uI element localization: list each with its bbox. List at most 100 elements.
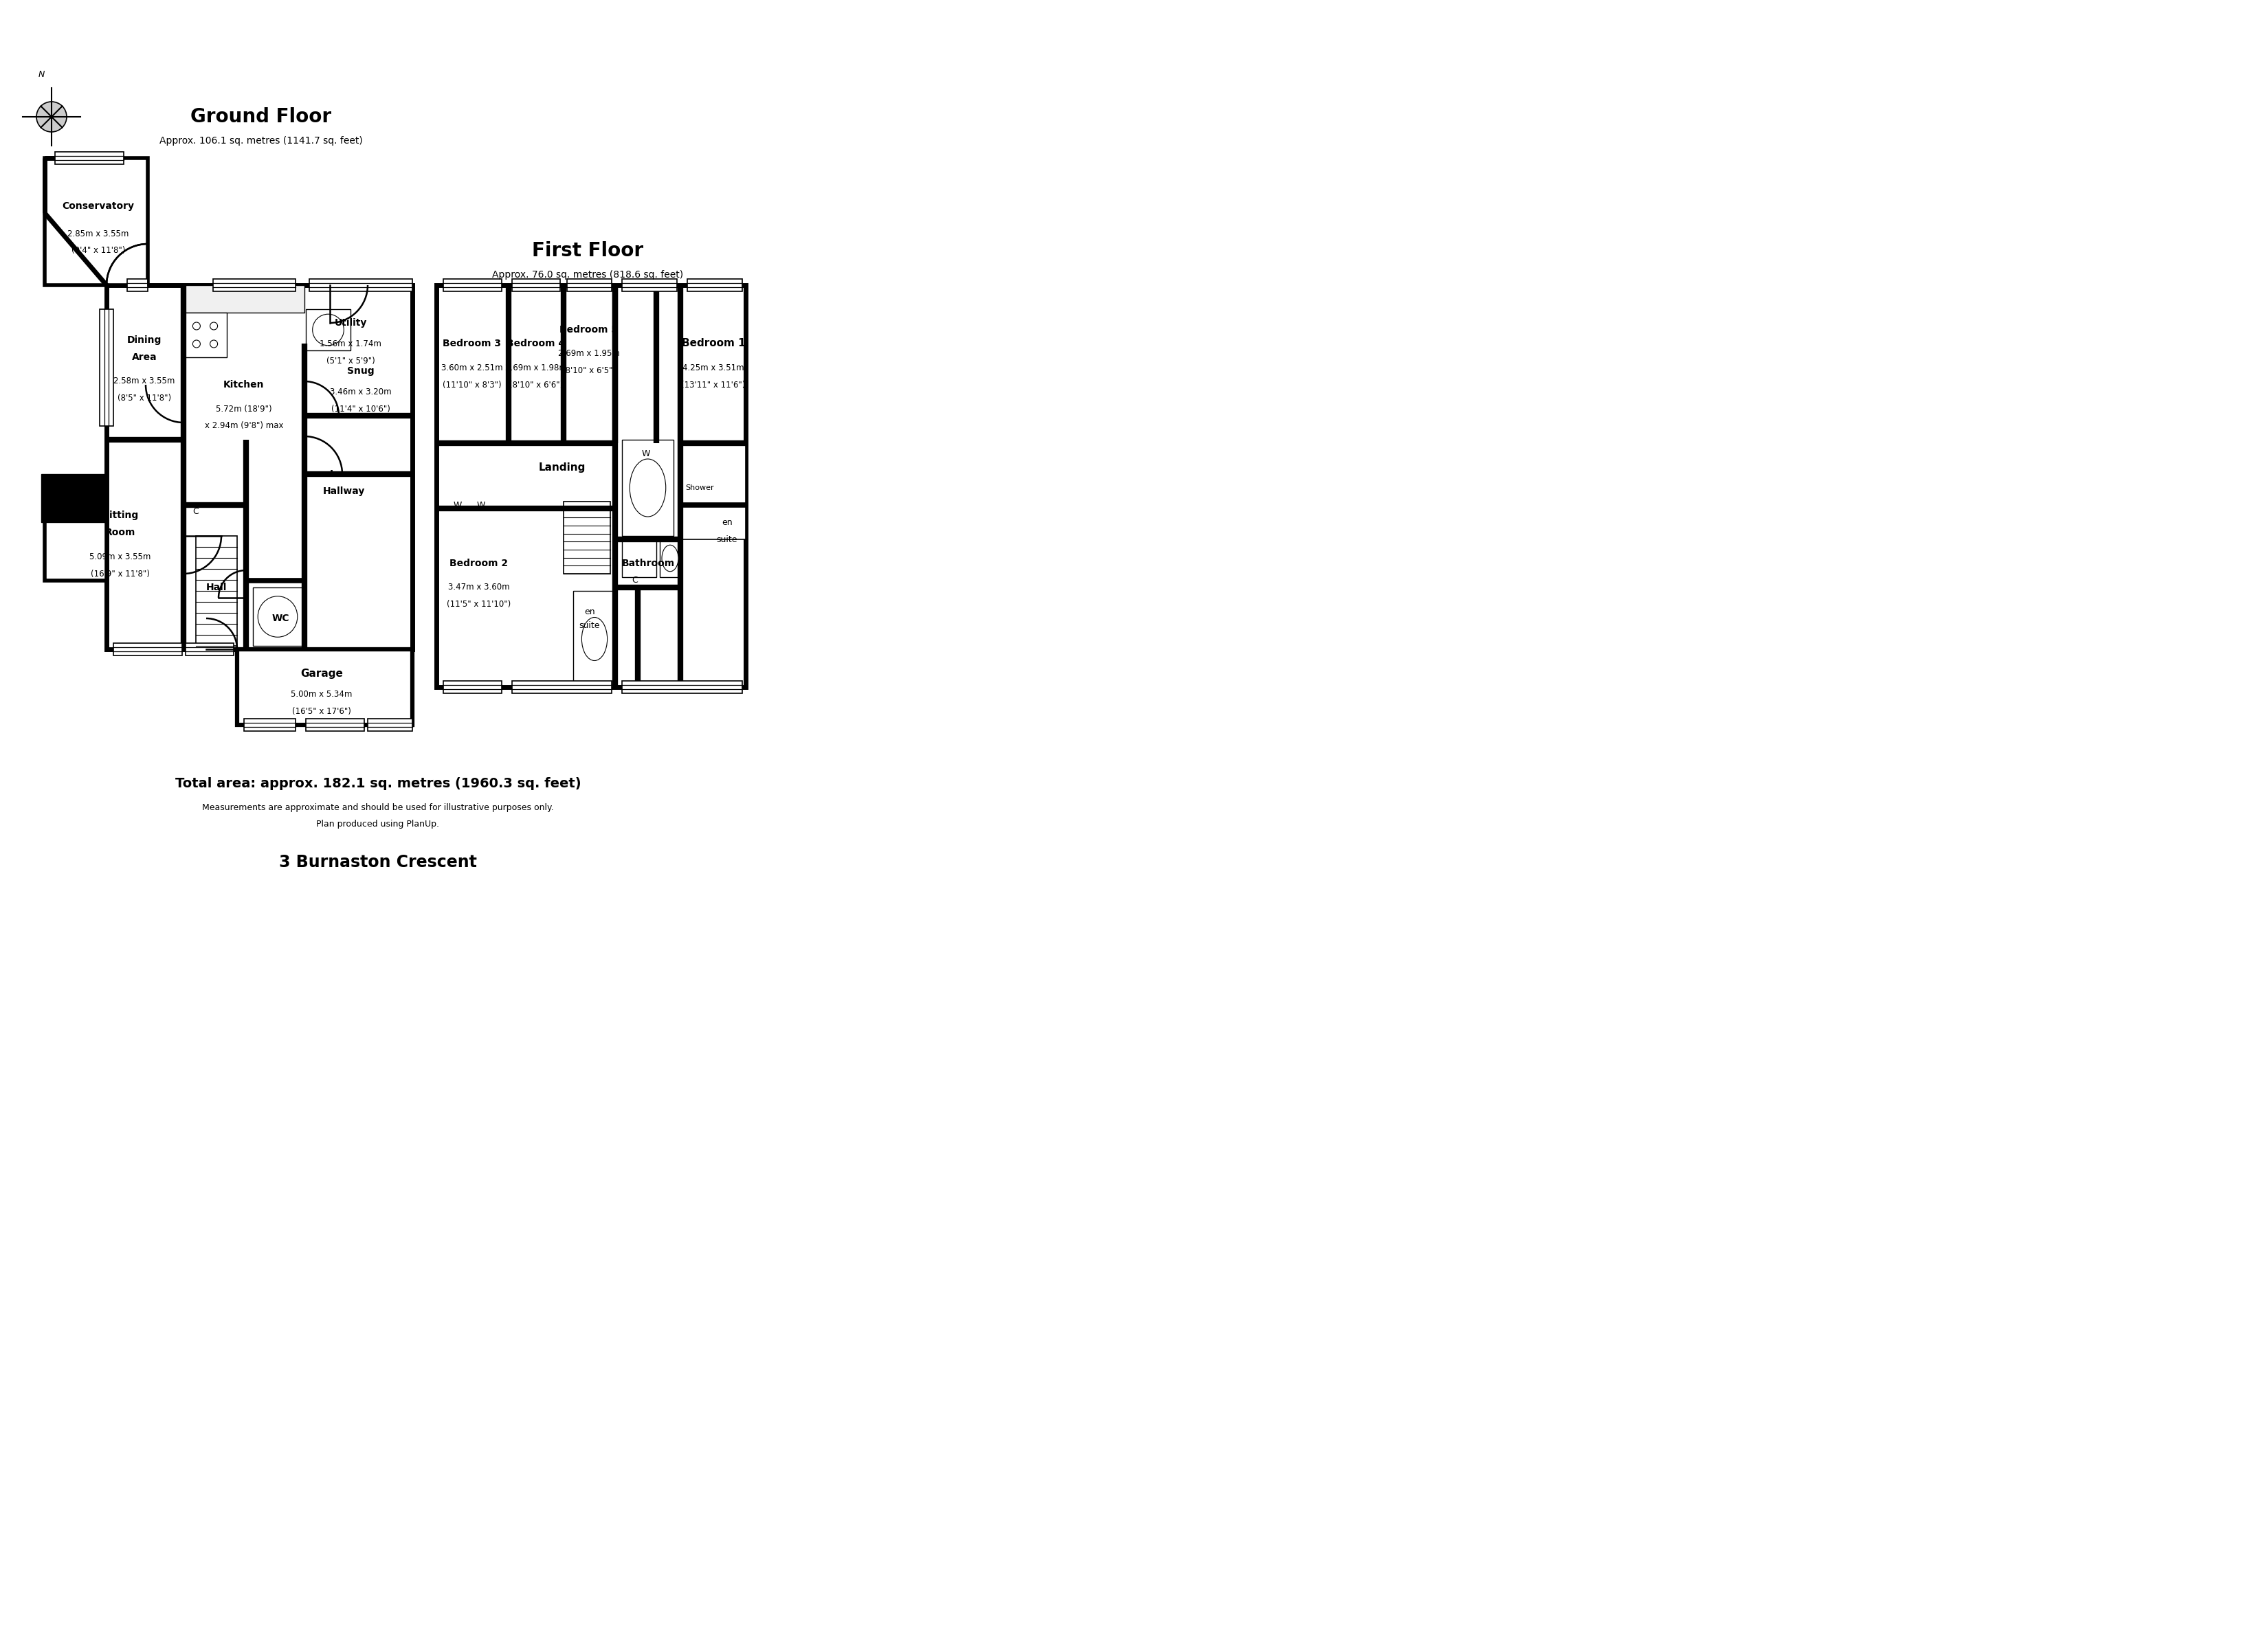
Text: (11'4" x 10'6"): (11'4" x 10'6") — [331, 404, 390, 414]
Bar — [306, 310, 352, 351]
Text: 5.72m (18'9"): 5.72m (18'9") — [215, 404, 272, 414]
Text: Garage: Garage — [299, 668, 342, 678]
Text: Dining: Dining — [127, 335, 161, 345]
Text: Ground Floor: Ground Floor — [191, 107, 331, 127]
Bar — [621, 279, 676, 292]
Bar — [45, 495, 107, 580]
Bar — [621, 681, 742, 693]
Text: 3.47m x 3.60m: 3.47m x 3.60m — [449, 584, 510, 592]
Text: Bathroom: Bathroom — [621, 559, 674, 569]
Text: Shower: Shower — [685, 485, 714, 491]
Bar — [186, 643, 234, 655]
Bar — [184, 313, 227, 358]
Text: W: W — [476, 501, 485, 510]
Text: 3.46m x 3.20m: 3.46m x 3.20m — [331, 388, 392, 396]
Bar — [621, 440, 674, 536]
Bar — [435, 285, 746, 688]
Text: Hallway: Hallway — [322, 486, 365, 496]
Text: Kitchen: Kitchen — [225, 379, 265, 389]
Text: Bedroom 5: Bedroom 5 — [560, 325, 619, 335]
Text: Sitting: Sitting — [102, 511, 138, 519]
Text: Bedroom 3: Bedroom 3 — [442, 338, 501, 348]
Text: W: W — [642, 449, 651, 458]
Bar — [660, 539, 680, 577]
Text: First Floor: First Floor — [533, 241, 644, 261]
Bar — [195, 536, 238, 646]
Text: Measurements are approximate and should be used for illustrative purposes only.: Measurements are approximate and should … — [202, 803, 553, 811]
Text: 2.58m x 3.55m: 2.58m x 3.55m — [113, 378, 175, 386]
Text: Bedroom 1: Bedroom 1 — [683, 338, 746, 348]
Text: (8'10" x 6'5"): (8'10" x 6'5") — [562, 366, 617, 376]
Text: Approx. 76.0 sq. metres (818.6 sq. feet): Approx. 76.0 sq. metres (818.6 sq. feet) — [492, 270, 683, 280]
Text: Conservatory: Conservatory — [61, 201, 134, 211]
Text: Bedroom 4: Bedroom 4 — [506, 338, 565, 348]
Text: (11'5" x 11'10"): (11'5" x 11'10") — [447, 600, 510, 608]
Bar — [442, 681, 501, 693]
Text: 2.69m x 1.98m: 2.69m x 1.98m — [506, 363, 567, 373]
Text: Landing: Landing — [540, 462, 585, 472]
Text: C: C — [633, 576, 637, 585]
Text: Total area: approx. 182.1 sq. metres (1960.3 sq. feet): Total area: approx. 182.1 sq. metres (19… — [175, 777, 581, 790]
Bar — [680, 444, 746, 539]
Ellipse shape — [259, 597, 297, 637]
Text: (8'5" x 11'8"): (8'5" x 11'8") — [118, 394, 170, 402]
Bar — [245, 719, 295, 731]
Text: (11'10" x 8'3"): (11'10" x 8'3") — [442, 381, 501, 389]
Text: (5'1" x 5'9"): (5'1" x 5'9") — [327, 356, 374, 364]
Circle shape — [36, 102, 66, 132]
Text: (16'9" x 11'8"): (16'9" x 11'8") — [91, 569, 150, 579]
Bar — [574, 590, 617, 688]
Text: (9'4" x 11'8"): (9'4" x 11'8") — [70, 246, 125, 256]
Text: 4.25m x 3.51m: 4.25m x 3.51m — [683, 363, 744, 373]
Bar — [41, 473, 107, 523]
Bar — [513, 681, 612, 693]
Text: (8'10" x 6'6"): (8'10" x 6'6") — [510, 381, 562, 389]
Bar — [306, 719, 365, 731]
Bar — [54, 152, 125, 165]
Text: WC: WC — [272, 613, 290, 623]
Text: W: W — [454, 501, 463, 510]
Text: 3.60m x 2.51m: 3.60m x 2.51m — [442, 363, 503, 373]
Text: Area: Area — [132, 353, 156, 363]
Text: 1.56m x 1.74m: 1.56m x 1.74m — [320, 340, 381, 348]
Bar — [254, 587, 302, 646]
Text: Inner: Inner — [329, 470, 358, 478]
Text: (13'11" x 11'6"): (13'11" x 11'6") — [680, 381, 746, 389]
Text: C: C — [193, 508, 200, 516]
Text: (16'5" x 17'6"): (16'5" x 17'6") — [293, 707, 352, 716]
Text: Hall: Hall — [206, 582, 227, 592]
Ellipse shape — [662, 546, 678, 572]
Text: suite: suite — [578, 620, 601, 630]
Text: 2.69m x 1.95m: 2.69m x 1.95m — [558, 350, 619, 358]
Bar — [442, 279, 501, 292]
Ellipse shape — [581, 617, 608, 661]
Bar — [213, 279, 295, 292]
Text: 5.00m x 5.34m: 5.00m x 5.34m — [290, 689, 352, 699]
Text: Approx. 106.1 sq. metres (1141.7 sq. feet): Approx. 106.1 sq. metres (1141.7 sq. fee… — [159, 135, 363, 145]
Text: Bedroom 2: Bedroom 2 — [449, 559, 508, 569]
Text: 2.85m x 3.55m: 2.85m x 3.55m — [68, 229, 129, 237]
Bar — [113, 643, 181, 655]
Bar — [45, 158, 147, 285]
Bar — [308, 279, 413, 292]
Bar — [238, 650, 413, 726]
Bar — [367, 719, 413, 731]
Bar — [107, 285, 413, 650]
Text: en: en — [721, 518, 733, 526]
Text: Utility: Utility — [333, 318, 367, 328]
Text: en: en — [585, 607, 594, 617]
Bar — [621, 539, 655, 577]
Text: x 2.94m (9'8") max: x 2.94m (9'8") max — [204, 422, 284, 430]
Bar — [567, 279, 612, 292]
Text: 3 Burnaston Crescent: 3 Burnaston Crescent — [279, 854, 476, 871]
Text: 5.09m x 3.55m: 5.09m x 3.55m — [88, 552, 152, 561]
Bar — [687, 279, 742, 292]
Text: N: N — [39, 69, 45, 79]
Bar — [562, 501, 610, 574]
Bar — [513, 279, 560, 292]
Text: Room: Room — [104, 528, 136, 538]
Ellipse shape — [631, 458, 667, 516]
Bar — [127, 279, 147, 292]
Text: suite: suite — [717, 534, 737, 544]
Text: Snug: Snug — [347, 366, 374, 376]
